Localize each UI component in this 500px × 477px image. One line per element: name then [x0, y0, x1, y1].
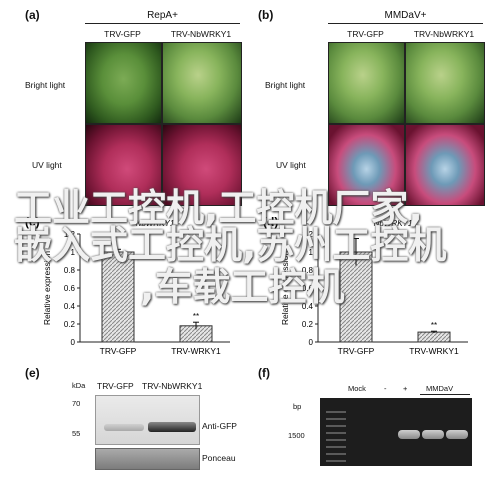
blot-lane-2: TRV-NbWRKY1 — [142, 381, 203, 391]
gel-lane-minus: - — [384, 384, 387, 393]
significance-mark: ** — [431, 321, 437, 330]
panel-a-col-2: TRV-NbWRKY1 — [170, 29, 232, 39]
marker-55: 55 — [72, 429, 81, 438]
bar-trv-gfp — [339, 251, 373, 343]
x-category-label: TRV-WRKY1 — [171, 346, 221, 356]
y-axis-label: Relative expression — [280, 251, 290, 325]
bar-chart-c: (c) NbWRKY1 0 0.2 0.4 0.6 0.8 1 1.2 Relative expr… — [25, 215, 230, 356]
gel-group-rule — [420, 394, 470, 395]
panel-a-row-2: UV light — [32, 160, 62, 170]
gel-band-2 — [422, 430, 444, 439]
panel-b-label: (b) — [258, 8, 274, 22]
y-tick-label: 0 — [71, 338, 76, 347]
x-category-label: TRV-GFP — [100, 346, 137, 356]
y-tick-label: 1.2 — [64, 230, 76, 239]
panel-b-col-2: TRV-NbWRKY1 — [413, 29, 475, 39]
bar-trv-wrky1 — [417, 331, 451, 343]
leaf-photo-bright-wrky1 — [162, 42, 242, 124]
panel-b-row-2: UV light — [276, 160, 306, 170]
blot-band-wrky1 — [148, 422, 196, 432]
marker-1500: 1500 — [288, 431, 305, 440]
bar-trv-gfp — [101, 251, 135, 343]
blot-band-gfp — [104, 424, 144, 431]
x-category-label: TRV-GFP — [338, 346, 375, 356]
bp-label: bp — [293, 402, 302, 411]
watermark-line-1: 工业工控机,工控机厂家, — [14, 186, 423, 230]
leaf-photo-uv-wrky1 — [162, 124, 242, 206]
leaf-photo-uv-gfp — [85, 124, 162, 206]
y-tick-label: 1 — [309, 248, 314, 257]
y-tick-label: 0.4 — [64, 302, 76, 311]
leaf-photo-uv-wrky1-b — [405, 124, 485, 206]
ponceau-strip — [95, 448, 200, 470]
panel-a-title-rule — [85, 23, 240, 24]
gel-lane-plus: + — [403, 384, 408, 393]
y-tick-label: 1.2 — [302, 230, 314, 239]
panel-b-title: MMDaV+ — [384, 10, 427, 21]
significance-mark: ** — [193, 312, 199, 321]
marker-70: 70 — [72, 399, 81, 408]
panel-a-title: RepA+ — [147, 10, 178, 21]
y-axis-label: Relative expression — [42, 251, 52, 325]
panel-a-label: (a) — [25, 8, 40, 22]
y-tick-label: 0.8 — [64, 266, 76, 275]
panel-e-label: (e) — [25, 366, 40, 380]
y-tick-label: 0.2 — [64, 320, 76, 329]
panel-b-row-1: Bright light — [265, 80, 306, 90]
panel-f-label: (f) — [258, 366, 270, 380]
panel-b-title-rule — [328, 23, 483, 24]
watermark-line-2: 嵌入式工控机,苏州工控机 — [14, 223, 447, 267]
panel-a-row-1: Bright light — [25, 80, 66, 90]
y-tick-label: 0.4 — [302, 302, 314, 311]
y-tick-label: 0 — [309, 338, 314, 347]
y-tick-label: 1 — [71, 248, 76, 257]
gel-ladder — [326, 406, 346, 462]
y-tick-label: 0.6 — [64, 284, 76, 293]
gel-lane-mock: Mock — [348, 384, 366, 393]
agarose-gel — [320, 398, 472, 466]
anti-gfp-label: Anti-GFP — [202, 421, 237, 431]
gel-band-3 — [446, 430, 468, 439]
panel-a-col-1: TRV-GFP — [104, 29, 141, 39]
gel-group-label: MMDaV — [426, 384, 454, 393]
leaf-photo-bright-wrky1-b — [405, 42, 485, 124]
blot-membrane — [95, 395, 200, 445]
chart-panel-label: (d) — [263, 215, 278, 229]
y-tick-label: 0.6 — [302, 284, 314, 293]
leaf-photo-uv-gfp-b — [328, 124, 405, 206]
leaf-photo-bright-gfp — [85, 42, 162, 124]
blot-lane-1: TRV-GFP — [97, 381, 134, 391]
gel-band-1 — [398, 430, 420, 439]
watermark-line-3: ,车载工控机 — [140, 265, 345, 309]
panel-b-col-1: TRV-GFP — [347, 29, 384, 39]
chart-panel-label: (c) — [25, 215, 40, 229]
chart-header: NbWRKY1 — [374, 219, 413, 228]
x-category-label: TRV-WRKY1 — [409, 346, 459, 356]
y-tick-label: 0.2 — [302, 320, 314, 329]
bar-chart-d: (d) NbWRKY1 0 0.2 0.4 0.6 0.8 1 1.2 Relative expr… — [263, 215, 468, 356]
leaf-photo-bright-gfp-b — [328, 42, 405, 124]
ponceau-label: Ponceau — [202, 453, 236, 463]
y-tick-label: 0.8 — [302, 266, 314, 275]
kda-label: kDa — [72, 381, 86, 390]
chart-header: NbWRKY1 — [136, 219, 175, 228]
